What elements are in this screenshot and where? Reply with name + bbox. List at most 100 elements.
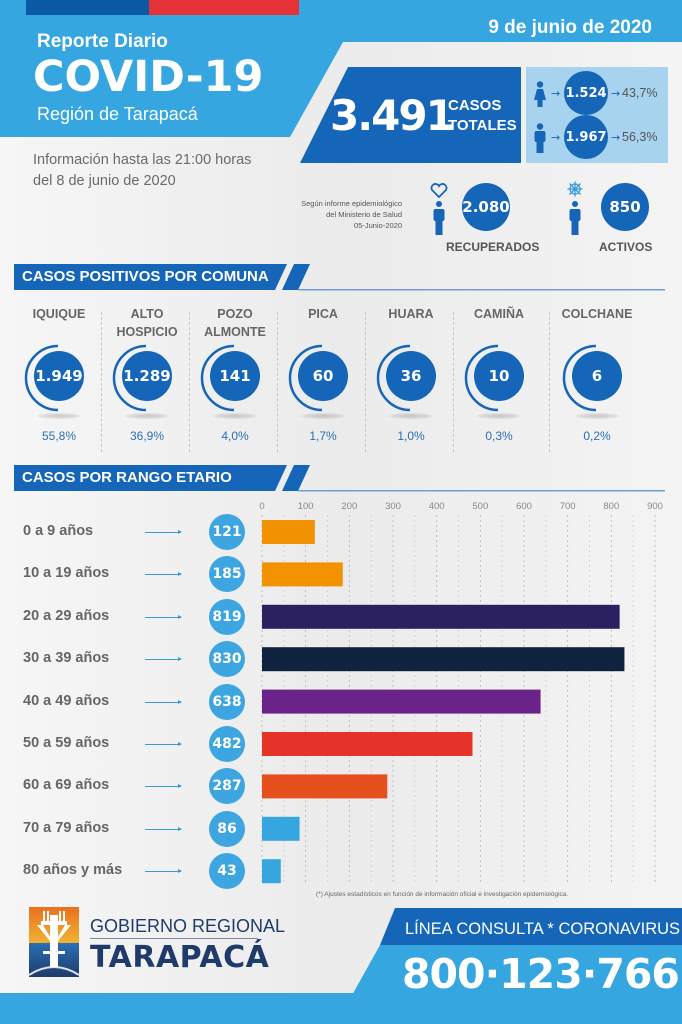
comuna-name-line-1: HUARA bbox=[388, 307, 434, 321]
comuna-divider bbox=[549, 312, 550, 452]
age-value-circle: 482 bbox=[209, 726, 245, 762]
comuna-cases-circle: 10 bbox=[474, 351, 524, 401]
bar-70-a-79-años bbox=[262, 816, 300, 841]
age-range-label: 0 a 9 años bbox=[23, 523, 94, 539]
age-value-circle: 43 bbox=[209, 853, 245, 890]
comuna-ring-icon bbox=[112, 344, 147, 412]
arrow-icon bbox=[145, 657, 182, 662]
total-label-line-2: TOTALES bbox=[448, 117, 517, 134]
info-line-2: del 8 de junio de 2020 bbox=[33, 173, 176, 189]
x-tick-label: 100 bbox=[298, 501, 314, 512]
comuna-ring-icon bbox=[376, 344, 411, 412]
source-note-line-1: Según informe epidemiológico bbox=[301, 199, 402, 208]
comuna-item: IQUIQUE 1.949 55,8% bbox=[15, 305, 103, 450]
source-note: Según informe epidemiológico del Ministe… bbox=[280, 198, 402, 231]
comuna-name: COLCHANE bbox=[553, 305, 641, 341]
male-percent: 56,3% bbox=[622, 130, 658, 144]
arrow-icon: → bbox=[611, 87, 621, 100]
hotline-label-box bbox=[380, 908, 682, 945]
flag-stripe-blue bbox=[26, 0, 149, 15]
age-value-circle: 185 bbox=[209, 556, 245, 593]
male-cases-circle: 1.967 bbox=[564, 115, 608, 159]
bar-20-a-29-años bbox=[262, 604, 620, 629]
x-tick-label: 500 bbox=[472, 501, 488, 512]
comuna-name: CAMIÑA bbox=[455, 305, 543, 341]
arrow-icon bbox=[145, 784, 182, 789]
comuna-item: HUARA 36 1,0% bbox=[367, 305, 455, 450]
age-range-label: 50 a 59 años bbox=[23, 735, 110, 751]
age-value-circle: 819 bbox=[209, 598, 245, 635]
comuna-cases-circle: 1.289 bbox=[122, 351, 172, 401]
comuna-divider bbox=[277, 312, 278, 452]
comuna-name: ALTO HOSPICIO bbox=[103, 305, 191, 341]
comuna-cases-circle: 60 bbox=[298, 351, 348, 401]
comuna-ring-icon bbox=[288, 344, 323, 412]
age-range-label: 30 a 39 años bbox=[23, 650, 110, 667]
comuna-shadow bbox=[477, 413, 521, 419]
bar-50-a-59-años bbox=[262, 732, 473, 756]
logo-text-line-2: TARAPACÁ bbox=[90, 940, 270, 975]
arrow-icon bbox=[145, 530, 182, 534]
comuna-name: HUARA bbox=[367, 305, 455, 341]
comuna-percent: 4,0% bbox=[221, 429, 249, 443]
comuna-section-line bbox=[298, 289, 665, 291]
age-value-circle: 287 bbox=[209, 768, 245, 805]
info-note: Información hasta las 21:00 horas del 8 … bbox=[33, 150, 303, 192]
age-value-circle: 86 bbox=[209, 810, 245, 847]
comuna-shadow bbox=[575, 413, 619, 419]
bar-10-a-19-años bbox=[262, 562, 343, 587]
total-cases-label: CASOS TOTALES bbox=[448, 96, 517, 136]
arrow-icon bbox=[145, 572, 182, 577]
x-tick-label: 400 bbox=[429, 501, 445, 512]
comuna-divider bbox=[365, 312, 366, 452]
comuna-cases-circle: 141 bbox=[210, 351, 260, 401]
comuna-name: IQUIQUE bbox=[15, 305, 103, 341]
hotline-number[interactable]: 800·123·766 bbox=[402, 950, 680, 998]
comuna-name-line-1: POZO bbox=[217, 307, 253, 321]
comuna-name-line-1: CAMIÑA bbox=[474, 307, 524, 321]
x-tick-label: 900 bbox=[647, 501, 663, 512]
comuna-shadow bbox=[125, 413, 169, 419]
bar-80-años-y-más bbox=[262, 859, 281, 884]
header-band bbox=[0, 0, 682, 137]
comuna-ring-icon bbox=[464, 344, 499, 412]
comuna-name-line-1: COLCHANE bbox=[561, 307, 633, 321]
flag-stripe-red bbox=[149, 0, 299, 15]
logo-divider bbox=[90, 938, 258, 939]
page-title: COVID-19 bbox=[33, 52, 264, 102]
comuna-item: COLCHANE 6 0,2% bbox=[553, 305, 641, 450]
hotline-number-box bbox=[336, 945, 682, 1024]
comuna-cases-circle: 1.949 bbox=[34, 351, 84, 401]
arrow-icon: → bbox=[551, 87, 561, 100]
age-range-label: 10 a 19 años bbox=[23, 565, 110, 582]
comuna-item: POZO ALMONTE 141 4,0% bbox=[191, 305, 279, 450]
comuna-divider bbox=[101, 312, 102, 452]
comuna-shadow bbox=[301, 413, 345, 419]
logo-text-line-1: GOBIERNO REGIONAL bbox=[90, 916, 286, 936]
bar-0-a-9-años bbox=[262, 520, 315, 544]
age-section-bar bbox=[14, 465, 287, 491]
comuna-item: CAMIÑA 10 0,3% bbox=[455, 305, 543, 450]
arrow-icon bbox=[145, 699, 182, 704]
x-tick-label: 300 bbox=[385, 501, 401, 512]
age-range-label: 80 años y más bbox=[23, 862, 123, 879]
comuna-section-slash bbox=[282, 264, 310, 290]
region-name: Región de Tarapacá bbox=[37, 104, 198, 124]
female-icon bbox=[534, 81, 546, 107]
virus-person-icon bbox=[567, 181, 583, 235]
x-tick-label: 200 bbox=[341, 501, 357, 512]
comuna-name-line-2: HOSPICIO bbox=[116, 325, 178, 339]
comuna-section-title: CASOS POSITIVOS POR COMUNA bbox=[22, 268, 269, 285]
comuna-shadow bbox=[37, 413, 81, 419]
x-tick-label: 0 bbox=[259, 501, 264, 512]
arrow-icon: → bbox=[551, 131, 561, 144]
recovered-label: RECUPERADOS bbox=[446, 240, 540, 254]
comuna-shadow bbox=[389, 413, 433, 419]
female-percent: 43,7% bbox=[622, 86, 658, 100]
bar-40-a-49-años bbox=[262, 689, 541, 714]
report-label: Reporte Diario bbox=[37, 31, 168, 52]
x-tick-label: 800 bbox=[603, 501, 619, 512]
comuna-cases-circle: 36 bbox=[386, 351, 436, 401]
x-tick-label: 700 bbox=[560, 501, 576, 512]
